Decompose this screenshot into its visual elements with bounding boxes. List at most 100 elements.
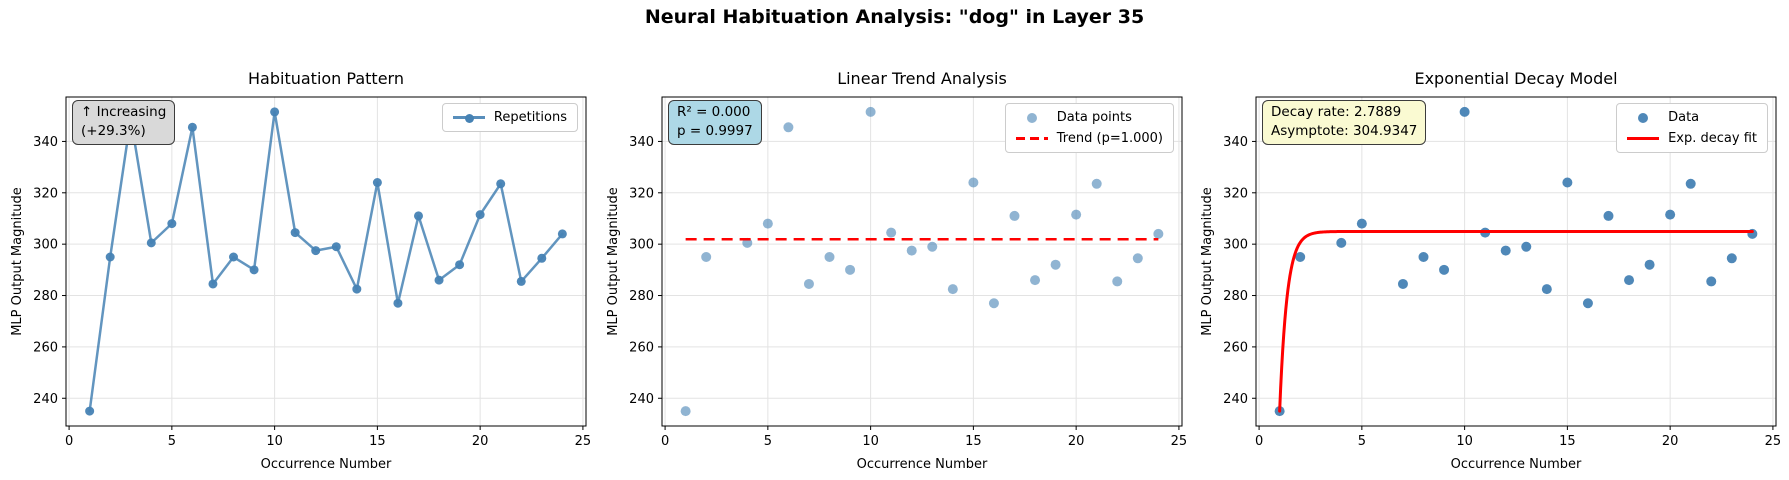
data-point — [803, 278, 814, 289]
data-point — [475, 210, 485, 220]
x-tick-label: 10 — [1456, 434, 1473, 449]
axes-spines — [1255, 96, 1777, 427]
data-point — [537, 253, 547, 263]
data-point — [290, 228, 300, 238]
data-point — [229, 252, 239, 262]
y-tick-label: 280 — [33, 289, 58, 304]
data-point — [947, 284, 958, 295]
data-point — [1356, 218, 1367, 229]
data-point — [1153, 228, 1164, 239]
data-point — [455, 260, 465, 270]
annotation-line: Decay rate: 2.7889 — [1271, 104, 1402, 120]
solid-line-icon — [1627, 132, 1660, 146]
data-point — [845, 264, 856, 275]
y-axis-label: MLP Output Magnitude — [1200, 187, 1215, 336]
legend-label: Data points — [1056, 110, 1132, 125]
data-point — [1295, 252, 1306, 263]
data-point — [413, 211, 423, 221]
data-point — [824, 252, 835, 263]
data-point — [1624, 275, 1635, 286]
x-tick-label: 25 — [575, 434, 592, 449]
x-tick-label: 25 — [1765, 434, 1782, 449]
annotation-line: ↑ Increasing — [81, 104, 167, 120]
x-tick-label: 0 — [65, 434, 73, 449]
legend-exponential-decay-model: Data Exp. decay fit — [1616, 103, 1768, 153]
legend-item: Repetitions — [452, 110, 567, 125]
subplot-title: Exponential Decay Model — [1414, 69, 1617, 88]
data-point — [865, 106, 876, 117]
y-tick-label: 240 — [629, 392, 654, 407]
data-point — [311, 246, 321, 256]
y-tick-label: 280 — [1223, 289, 1248, 304]
data-point — [927, 241, 938, 252]
ticks: 0 5 10 15 20 25 240 260 280 300 320 340 — [33, 135, 591, 449]
y-tick-label: 300 — [629, 238, 654, 253]
data-point — [270, 107, 280, 117]
data-point — [1603, 210, 1614, 221]
data-point — [1050, 259, 1061, 270]
y-tick-label: 260 — [629, 340, 654, 355]
legend-label: Data — [1668, 110, 1700, 125]
y-tick-label: 260 — [1223, 340, 1248, 355]
x-tick-label: 0 — [1255, 434, 1263, 449]
annotation-line: (+29.3%) — [81, 123, 146, 140]
data-point — [557, 229, 567, 239]
legend-item: Trend (p=1.000) — [1015, 131, 1163, 146]
data-point — [968, 177, 979, 188]
y-tick-label: 300 — [33, 238, 58, 253]
data-point — [105, 252, 115, 262]
x-tick-label: 15 — [369, 434, 386, 449]
figure-title: Neural Habituation Analysis: "dog" in La… — [644, 6, 1145, 28]
annotation-line: R² = 0.000 — [677, 104, 751, 120]
x-tick-label: 10 — [862, 434, 879, 449]
x-tick-label: 0 — [661, 434, 669, 449]
y-tick-label: 340 — [1223, 135, 1248, 150]
ticks: 0 5 10 15 20 25 240 260 280 300 320 340 — [1223, 135, 1781, 449]
y-tick-label: 280 — [629, 289, 654, 304]
line-marker-icon — [452, 111, 485, 125]
data-point — [434, 275, 444, 285]
y-tick-label: 260 — [33, 340, 58, 355]
data-point — [988, 298, 999, 309]
legend-label: Exp. decay fit — [1668, 131, 1757, 146]
ticks: 0 5 10 15 20 25 240 260 280 300 320 340 — [629, 135, 1187, 449]
data-point — [762, 218, 773, 229]
annotation-box-habituation-pattern: ↑ Increasing (+29.3%) — [72, 100, 176, 146]
y-tick-label: 320 — [629, 186, 654, 201]
y-axis-label: MLP Output Magnitude — [10, 187, 25, 336]
data-point — [1336, 237, 1347, 248]
x-axis-label: Occurrence Number — [857, 457, 988, 472]
data-point — [187, 122, 197, 132]
data-point — [496, 179, 506, 189]
data-point — [146, 238, 156, 248]
dot-icon — [1016, 111, 1048, 125]
data-point — [352, 284, 362, 294]
data-point — [680, 406, 691, 417]
grid — [662, 97, 1182, 426]
subplot-habituation-pattern: 0 5 10 15 20 25 240 260 280 300 320 340 Habituation … — [10, 69, 591, 472]
data-point — [1397, 278, 1408, 289]
data-point — [1132, 253, 1143, 264]
data-point — [331, 242, 341, 252]
dashed-line-icon — [1015, 132, 1048, 146]
data-point — [393, 298, 403, 308]
data-point — [1071, 209, 1082, 220]
legend-label: Trend (p=1.000) — [1056, 131, 1163, 146]
data-point — [249, 265, 259, 275]
annotation-line: Asymptote: 304.9347 — [1271, 123, 1418, 140]
data-point — [783, 122, 794, 133]
y-tick-label: 300 — [1223, 238, 1248, 253]
x-tick-label: 15 — [1559, 434, 1576, 449]
data-point — [1112, 276, 1123, 287]
data-point — [701, 252, 712, 263]
data-point — [1439, 264, 1450, 275]
x-tick-label: 15 — [965, 434, 982, 449]
x-tick-label: 5 — [1358, 434, 1366, 449]
x-tick-label: 5 — [764, 434, 772, 449]
data-point — [1582, 298, 1593, 309]
data-point — [1521, 241, 1532, 252]
legend-label: Repetitions — [493, 110, 567, 125]
x-axis-label: Occurrence Number — [261, 457, 392, 472]
data-point — [1726, 253, 1737, 264]
